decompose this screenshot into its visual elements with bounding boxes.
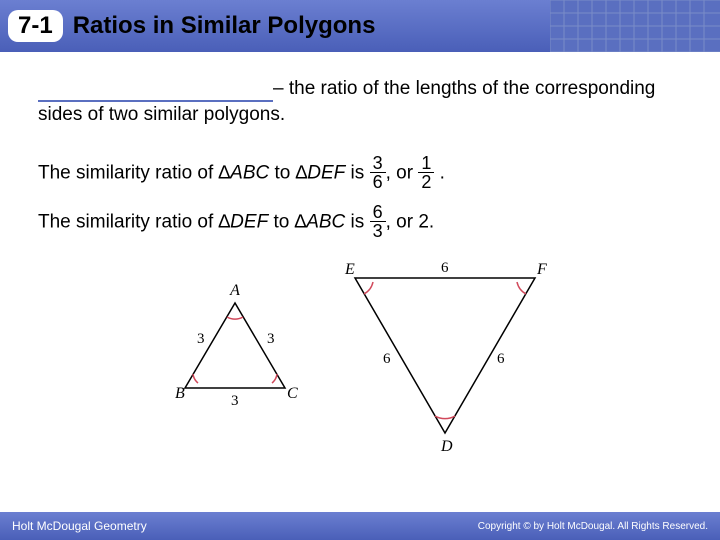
side-bc: 3 bbox=[231, 393, 239, 409]
page-title: Ratios in Similar Polygons bbox=[73, 12, 376, 40]
s1-tri1: ABC bbox=[230, 163, 269, 184]
s1-f1-den: 6 bbox=[370, 173, 386, 191]
s2-pre: The similarity ratio of ∆ bbox=[38, 212, 230, 233]
label-c: C bbox=[287, 385, 298, 402]
s1-tri2: DEF bbox=[307, 163, 345, 184]
s2-after: is bbox=[345, 212, 369, 233]
s1-frac1: 36 bbox=[370, 154, 386, 191]
s1-pre: The similarity ratio of ∆ bbox=[38, 163, 230, 184]
ratio-statement-1: The similarity ratio of ∆ABC to ∆DEF is … bbox=[38, 155, 682, 192]
label-b: B bbox=[175, 385, 185, 402]
header-grid-decor bbox=[550, 0, 720, 52]
s1-f2-num: 1 bbox=[418, 154, 434, 173]
side-ef: 6 bbox=[441, 260, 449, 276]
side-ab: 3 bbox=[197, 331, 205, 347]
lesson-number: 7-1 bbox=[8, 10, 63, 42]
s2-whole: 2 bbox=[418, 212, 429, 233]
definition-line: – the ratio of the lengths of the corres… bbox=[38, 76, 682, 127]
label-d: D bbox=[440, 438, 453, 453]
footer-left: Holt McDougal Geometry bbox=[12, 519, 147, 533]
ratio-statement-2: The similarity ratio of ∆DEF to ∆ABC is … bbox=[38, 204, 682, 241]
arc-a bbox=[227, 317, 243, 319]
header-band: 7-1 Ratios in Similar Polygons bbox=[0, 0, 720, 52]
label-e: E bbox=[344, 261, 355, 278]
side-ac: 3 bbox=[267, 331, 275, 347]
triangles-diagram: A B C 3 3 3 E F D 6 6 6 bbox=[38, 253, 682, 461]
s1-between: , or bbox=[386, 163, 419, 184]
arc-d bbox=[435, 416, 455, 419]
content-area: – the ratio of the lengths of the corres… bbox=[0, 52, 720, 461]
arc-f bbox=[517, 282, 526, 294]
footer-band: Holt McDougal Geometry Copyright © by Ho… bbox=[0, 512, 720, 540]
s2-mid: to ∆ bbox=[268, 212, 306, 233]
fill-in-blank bbox=[38, 81, 273, 102]
s2-tri2: ABC bbox=[306, 212, 345, 233]
footer-copyright: Copyright © by Holt McDougal. All Rights… bbox=[478, 521, 708, 532]
s1-after: is bbox=[345, 163, 369, 184]
label-f: F bbox=[536, 261, 547, 278]
s2-f1-den: 3 bbox=[370, 222, 386, 240]
s2-f1-num: 6 bbox=[370, 203, 386, 222]
s1-frac2: 12 bbox=[418, 154, 434, 191]
s1-f2-den: 2 bbox=[418, 173, 434, 191]
side-ed: 6 bbox=[383, 351, 391, 367]
triangle-def bbox=[355, 278, 535, 433]
arc-e bbox=[364, 282, 373, 294]
s2-end: . bbox=[429, 212, 434, 233]
label-a: A bbox=[229, 282, 240, 299]
side-fd: 6 bbox=[497, 351, 505, 367]
s1-f1-num: 3 bbox=[370, 154, 386, 173]
s2-between: , or bbox=[386, 212, 419, 233]
s2-frac1: 63 bbox=[370, 203, 386, 240]
s1-mid: to ∆ bbox=[269, 163, 307, 184]
arc-b bbox=[193, 374, 198, 383]
s2-tri1: DEF bbox=[230, 212, 268, 233]
arc-c bbox=[272, 374, 277, 383]
s1-end: . bbox=[434, 163, 445, 184]
